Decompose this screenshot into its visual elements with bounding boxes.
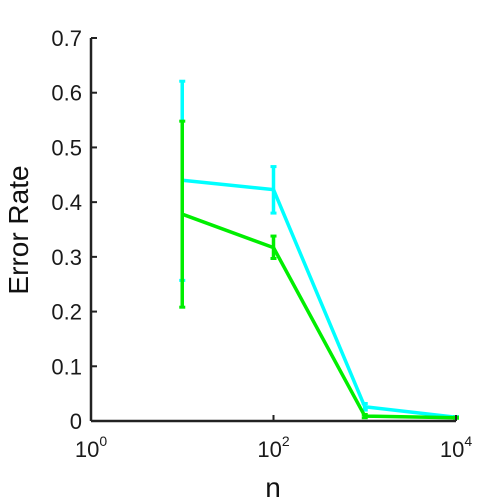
x-ticks: 100 102 104 bbox=[75, 415, 472, 462]
x-axis-title: n bbox=[265, 472, 281, 502]
x-tick-exponent: 4 bbox=[464, 433, 472, 449]
y-tick-label: 0.3 bbox=[51, 245, 82, 270]
y-tick-label: 0.2 bbox=[51, 300, 82, 325]
plot-area bbox=[179, 79, 459, 420]
x-tick-base: 10 bbox=[440, 437, 464, 462]
x-tick-label: 100 bbox=[75, 433, 107, 462]
x-tick-exponent: 2 bbox=[282, 433, 290, 449]
y-tick-label: 0.1 bbox=[51, 354, 82, 379]
cyan-series-line bbox=[182, 178, 457, 419]
y-tick-label: 0.7 bbox=[51, 26, 82, 51]
x-tick-label: 104 bbox=[440, 433, 472, 462]
x-tick-base: 10 bbox=[75, 437, 99, 462]
axes bbox=[89, 38, 456, 423]
x-tick-label: 102 bbox=[257, 433, 289, 462]
y-tick-label: 0.5 bbox=[51, 135, 82, 160]
cyan-series bbox=[179, 79, 459, 420]
green-series bbox=[179, 119, 459, 420]
y-ticks: 0 0.1 0.2 0.3 0.4 0.5 0.6 0.7 bbox=[51, 26, 97, 434]
y-axis-title: Error Rate bbox=[3, 165, 34, 294]
x-tick-exponent: 0 bbox=[99, 433, 107, 449]
y-tick-label: 0 bbox=[70, 409, 82, 434]
green-series-line bbox=[181, 212, 457, 420]
y-tick-label: 0.6 bbox=[51, 81, 82, 106]
x-tick-base: 10 bbox=[257, 437, 281, 462]
y-tick-label: 0.4 bbox=[51, 190, 82, 215]
